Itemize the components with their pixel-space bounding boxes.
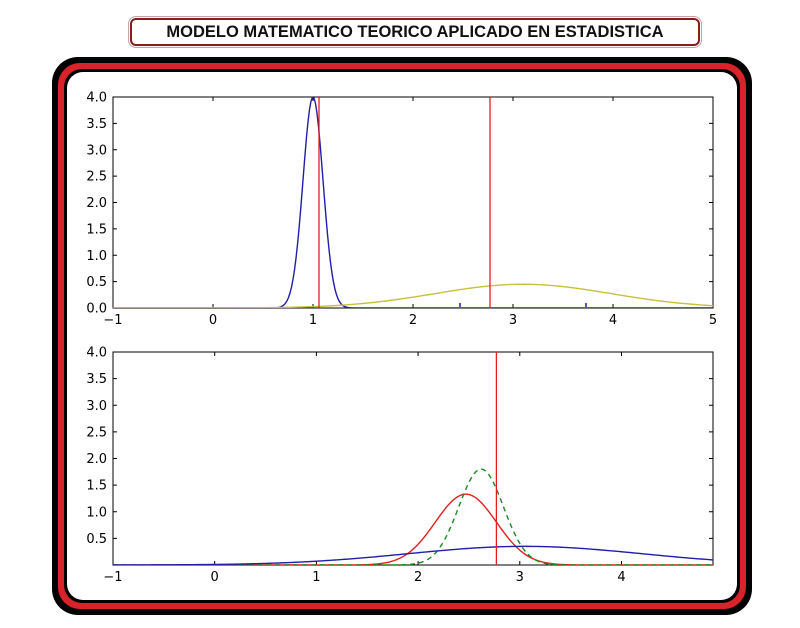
chart-2-xtick-label: 1 xyxy=(312,570,320,585)
chart-2-xtick-label: 3 xyxy=(516,570,524,585)
chart-1-xtick-label: 3 xyxy=(509,313,517,328)
chart-2-series-blue-curve xyxy=(113,545,713,565)
chart-2-series-green-curve xyxy=(113,468,713,565)
chart-2-ytick-label: 2.5 xyxy=(86,425,107,440)
chart-2-xtick-label: 4 xyxy=(617,570,625,585)
chart-1-xtick-label: 5 xyxy=(709,313,717,328)
chart-1-ytick-label: 1.0 xyxy=(86,249,107,264)
chart-2-ytick-label: 1.5 xyxy=(86,479,107,494)
chart-2-xtick-label: 2 xyxy=(414,570,422,585)
chart-2-ytick-label: 3.5 xyxy=(86,372,107,387)
chart-1-series-blue-curve xyxy=(113,97,713,308)
chart-1-xtick-label: 0 xyxy=(209,313,217,328)
chart-2-axes xyxy=(112,351,714,566)
chart-1-ytick-label: 0.0 xyxy=(86,302,107,317)
chart-1-xtick-label: 2 xyxy=(409,313,417,328)
chart-2-ytick-label: 3.0 xyxy=(86,399,107,414)
chart-1-ytick-label: 0.5 xyxy=(86,275,107,290)
chart-1-xtick-label: 1 xyxy=(309,313,317,328)
chart-2-ytick-label: 2.0 xyxy=(86,452,107,467)
chart-1-xtick-label: −1 xyxy=(103,313,122,328)
chart-1-ytick-label: 4.0 xyxy=(86,91,107,106)
chart-2-ytick-label: 1.0 xyxy=(86,505,107,520)
chart-2-xtick-label: 0 xyxy=(211,570,219,585)
chart-2-xtick-label: −1 xyxy=(103,570,122,585)
chart-2-ytick-label: 0.5 xyxy=(86,532,107,547)
chart-1-xtick-label: 4 xyxy=(609,313,617,328)
chart-1-ytick-label: 3.5 xyxy=(86,117,107,132)
chart-1-ytick-label: 2.5 xyxy=(86,170,107,185)
chart-title: MODELO MATEMATICO TEORICO APLICADO EN ES… xyxy=(130,18,700,46)
chart-2-ytick-label: 4.0 xyxy=(86,346,107,361)
chart-2-series-red-curve xyxy=(113,493,713,565)
chart-1-ytick-label: 1.5 xyxy=(86,222,107,237)
chart-1-ytick-label: 3.0 xyxy=(86,143,107,158)
chart-1-ytick-label: 2.0 xyxy=(86,196,107,211)
chart-1-axes xyxy=(112,96,714,309)
plot-canvas xyxy=(67,72,737,600)
chart-1-series-yellow-curve xyxy=(113,283,713,308)
